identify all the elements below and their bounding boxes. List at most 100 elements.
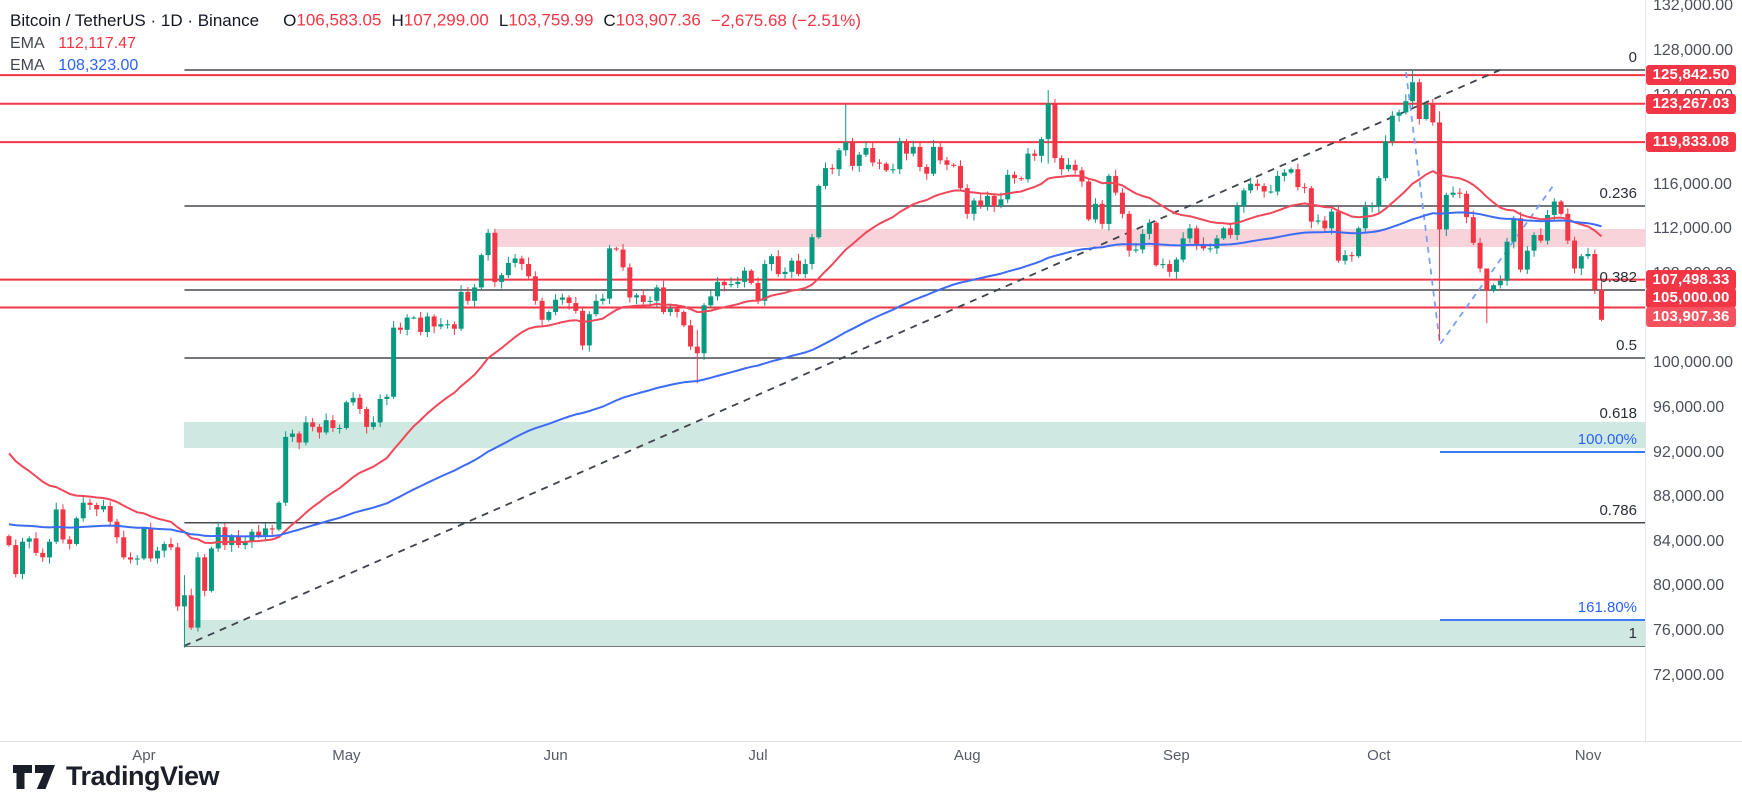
candle[interactable] [620,249,626,268]
candle[interactable] [782,271,788,275]
candle[interactable] [1443,194,1449,230]
candle[interactable] [1518,218,1524,270]
candle[interactable] [971,200,977,214]
candle[interactable] [1025,153,1031,180]
candle[interactable] [229,536,235,546]
candle[interactable] [127,557,133,560]
candle[interactable] [1356,228,1362,257]
candle[interactable] [53,509,59,542]
candle[interactable] [181,595,187,607]
candle[interactable] [505,262,511,276]
candle[interactable] [478,255,484,288]
candle[interactable] [1275,175,1281,192]
candle[interactable] [276,502,282,530]
candle[interactable] [1173,259,1179,272]
candle[interactable] [910,146,916,154]
candle[interactable] [1565,213,1571,241]
candle[interactable] [1086,181,1092,220]
candle[interactable] [87,502,93,505]
candle[interactable] [303,422,309,443]
candle[interactable] [1423,104,1429,120]
candle[interactable] [769,256,775,265]
candle[interactable] [1106,175,1112,224]
ema-slow-line[interactable] [8,211,1602,538]
candle[interactable] [937,146,943,161]
candle[interactable] [60,509,66,540]
candle[interactable] [1497,280,1503,286]
candle[interactable] [917,146,923,167]
candle[interactable] [94,504,100,510]
candle[interactable] [1241,190,1247,207]
candle[interactable] [829,168,835,170]
candle[interactable] [1214,238,1220,249]
candle[interactable] [397,327,403,330]
candle[interactable] [1335,211,1341,261]
candle[interactable] [903,141,909,154]
candle[interactable] [613,248,619,250]
candle[interactable] [1005,174,1011,200]
candle[interactable] [1045,103,1051,140]
candle[interactable] [1160,264,1166,266]
candle[interactable] [715,281,721,297]
candle[interactable] [242,541,248,546]
candle[interactable] [343,402,349,428]
candle[interactable] [1524,250,1530,270]
candle[interactable] [485,232,491,256]
candle[interactable] [148,528,154,559]
candle[interactable] [1038,139,1044,156]
candle[interactable] [553,299,559,312]
candle[interactable] [283,436,289,503]
candle[interactable] [1484,268,1490,291]
candle[interactable] [1288,169,1294,173]
candle[interactable] [424,316,430,333]
candle[interactable] [593,300,599,315]
candle[interactable] [269,528,275,530]
candle[interactable] [1477,242,1483,269]
candle[interactable] [1295,169,1301,188]
candle[interactable] [208,548,214,591]
candle[interactable] [1342,255,1348,261]
candle[interactable] [391,327,397,397]
candle[interactable] [1538,235,1544,241]
candle[interactable] [1261,185,1267,192]
candle[interactable] [1092,203,1098,220]
candle[interactable] [1032,153,1038,156]
candle[interactable] [1221,228,1227,239]
candle[interactable] [1072,164,1078,171]
candle[interactable] [202,557,208,591]
candle[interactable] [1416,82,1422,120]
candle[interactable] [404,317,410,330]
candle[interactable] [1383,141,1389,179]
candle[interactable] [350,397,356,403]
candle[interactable] [1052,103,1058,159]
candle[interactable] [728,284,734,286]
candle[interactable] [836,150,842,170]
candle[interactable] [40,552,46,558]
candle[interactable] [1254,183,1260,186]
candle[interactable] [539,300,545,320]
candle[interactable] [1470,217,1476,243]
candle[interactable] [870,148,876,163]
ema-legend-row-2[interactable]: EMA 108,323.00 [10,55,861,77]
candle[interactable] [121,537,127,558]
candle[interactable] [816,185,822,238]
candle[interactable] [337,427,343,429]
candle[interactable] [370,422,376,427]
candle[interactable] [640,295,646,302]
candle[interactable] [1450,192,1456,195]
candle[interactable] [809,237,815,265]
candle[interactable] [46,541,52,558]
candle[interactable] [850,142,855,166]
candle[interactable] [1119,192,1125,214]
price-zone-rect[interactable] [184,620,1645,647]
candle[interactable] [80,502,86,519]
candle[interactable] [114,521,120,538]
candle[interactable] [674,308,680,312]
candle[interactable] [1065,164,1071,170]
candle[interactable] [762,264,768,301]
candle[interactable] [1329,211,1335,229]
candle[interactable] [256,531,262,537]
candle[interactable] [154,550,160,559]
candle[interactable] [789,260,795,272]
candle[interactable] [1281,172,1287,176]
